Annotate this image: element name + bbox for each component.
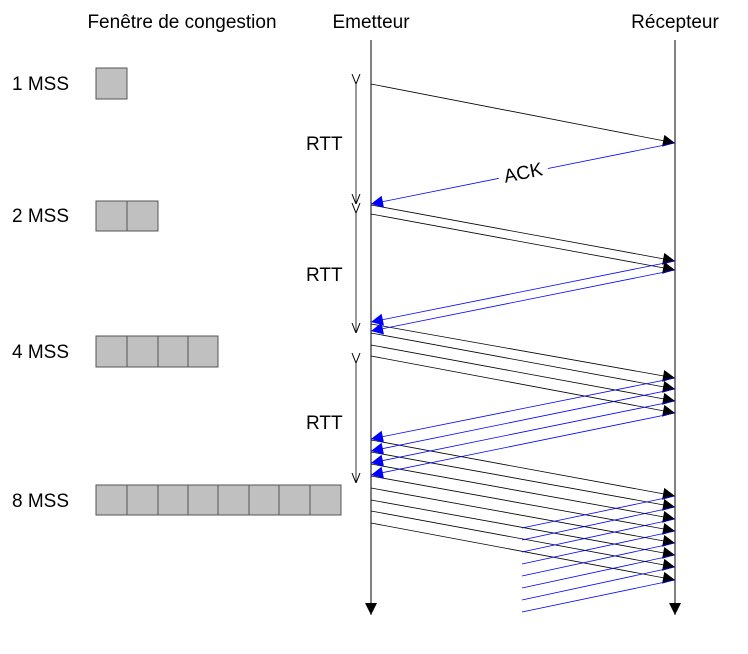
data-segment-arrow xyxy=(370,510,676,571)
ack-arrow-partial xyxy=(521,530,676,565)
segment-block xyxy=(157,335,189,368)
data-segment-arrow xyxy=(370,323,676,382)
ack-arrow-partial xyxy=(521,566,676,601)
window-row-3: 4 MSS xyxy=(12,335,219,368)
data-segment-arrow xyxy=(370,487,676,547)
window-size-label: 2 MSS xyxy=(12,206,69,227)
ack-arrow-partial xyxy=(521,506,676,541)
ack-arrow xyxy=(370,412,676,479)
data-segment-arrow xyxy=(370,475,676,535)
segment-block xyxy=(126,484,159,516)
window-header: Fenêtre de congestion xyxy=(87,12,276,33)
data-segment-arrow xyxy=(370,332,676,393)
window-row-4: 8 MSS xyxy=(12,484,342,516)
ack-arrow-partial xyxy=(521,542,676,577)
segment-block xyxy=(309,484,342,516)
window-row-2: 2 MSS xyxy=(12,200,159,232)
ack-arrow xyxy=(370,377,676,443)
ack-arrow xyxy=(370,400,676,467)
window-size-label: 8 MSS xyxy=(12,491,69,512)
ack-arrow xyxy=(370,269,676,335)
segment-block xyxy=(187,335,219,368)
data-segment-arrow xyxy=(370,451,676,511)
window-size-label: 4 MSS xyxy=(12,342,69,363)
segment-block xyxy=(217,484,250,516)
rtt-label: RTT xyxy=(306,134,343,155)
window-size-label: 1 MSS xyxy=(12,74,69,95)
ack-segments xyxy=(370,142,676,613)
receiver-header: Récepteur xyxy=(631,12,719,33)
segment-block xyxy=(95,67,128,100)
data-segment-arrow xyxy=(370,463,676,523)
rtt-marker-1: RTT xyxy=(306,84,356,204)
window-row-1: 1 MSS xyxy=(12,67,128,100)
segment-blocks xyxy=(95,484,342,516)
segment-block xyxy=(187,484,219,516)
segment-block xyxy=(126,335,159,368)
data-segment-arrow xyxy=(370,439,676,500)
data-segment-arrow xyxy=(370,344,676,405)
data-segment-arrow xyxy=(370,355,676,417)
ack-arrow-partial xyxy=(521,554,676,589)
ack-arrow-partial xyxy=(521,579,676,613)
data-segment-arrow xyxy=(370,213,676,274)
rtt-marker-2: RTT xyxy=(306,213,356,333)
data-segment-arrow xyxy=(370,83,676,147)
segment-blocks xyxy=(95,335,219,368)
segment-block xyxy=(248,484,280,516)
rtt-label: RTT xyxy=(306,265,343,286)
rtt-marker-3: RTT xyxy=(306,363,356,483)
data-segment-arrow xyxy=(370,204,676,265)
ack-arrow-partial xyxy=(521,495,676,529)
segment-block xyxy=(278,484,311,516)
ack-arrow xyxy=(370,260,676,326)
sender-header: Emetteur xyxy=(332,12,410,33)
segment-block xyxy=(157,484,189,516)
segment-blocks xyxy=(95,67,128,100)
segment-block xyxy=(95,335,128,368)
segment-blocks xyxy=(95,200,159,232)
segment-block xyxy=(95,484,128,516)
ack-arrow xyxy=(370,388,676,455)
segment-block xyxy=(95,200,128,232)
ack-arrow-partial xyxy=(521,518,676,553)
ack-label-background xyxy=(496,155,550,189)
segment-block xyxy=(126,200,159,232)
rtt-label: RTT xyxy=(306,413,343,434)
